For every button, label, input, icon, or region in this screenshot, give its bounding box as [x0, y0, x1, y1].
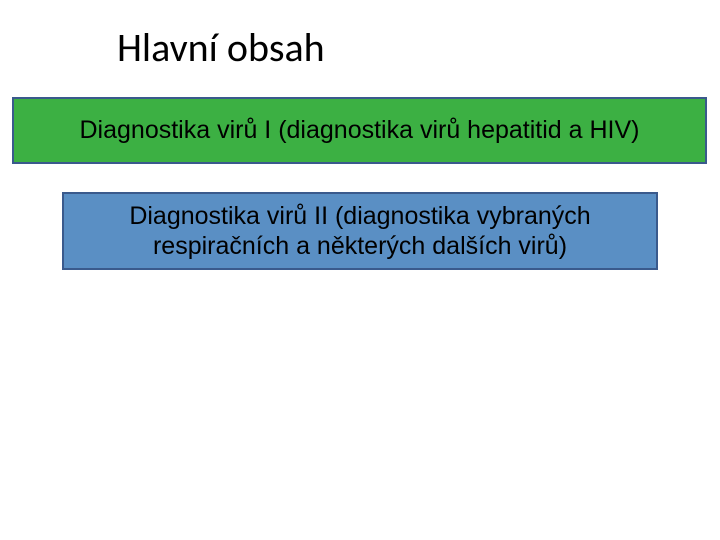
content-box-1-text: Diagnostika virů I (diagnostika virů hep…	[80, 116, 640, 145]
content-box-2-text: Diagnostika virů II (diagnostika vybraný…	[76, 201, 644, 261]
slide-title: Hlavní obsah	[117, 23, 325, 72]
content-box-1: Diagnostika virů I (diagnostika virů hep…	[12, 97, 707, 164]
content-box-2: Diagnostika virů II (diagnostika vybraný…	[62, 192, 658, 270]
